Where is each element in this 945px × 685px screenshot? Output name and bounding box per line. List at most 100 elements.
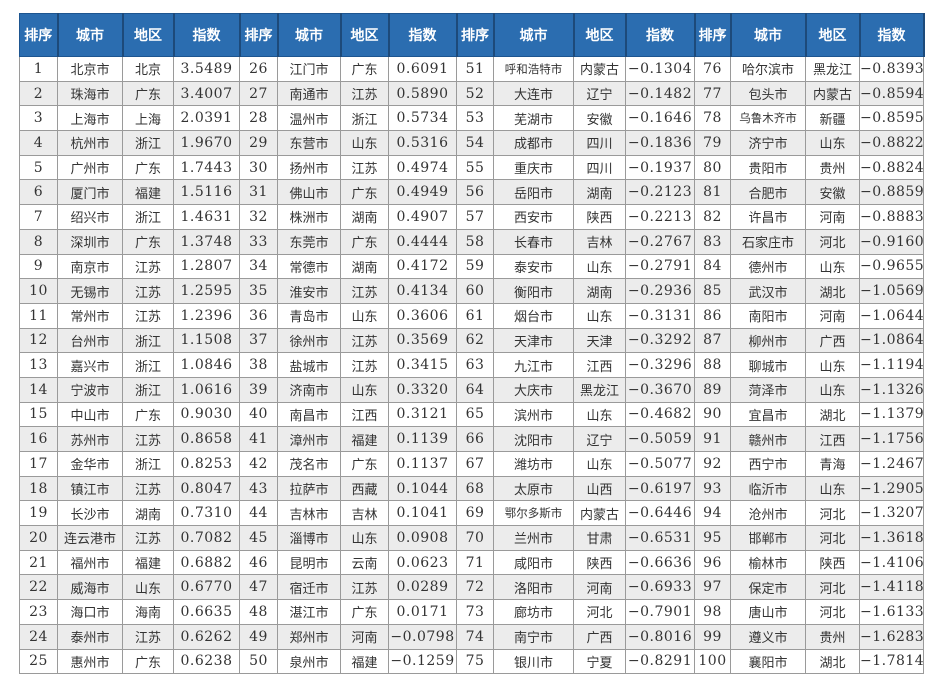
cell-region: 新疆 bbox=[805, 105, 860, 132]
cell-index: 1.0846 bbox=[173, 352, 240, 378]
cell-index: 2.0391 bbox=[173, 105, 240, 132]
cell-index: 0.1139 bbox=[388, 426, 457, 452]
cell-rank: 46 bbox=[239, 549, 278, 576]
cell-region: 广西 bbox=[805, 327, 860, 354]
cell-region: 江苏 bbox=[122, 525, 174, 551]
cell-index: −1.0864 bbox=[859, 327, 924, 354]
cell-region: 黑龙江 bbox=[805, 56, 860, 82]
cell-index: −0.8595 bbox=[859, 105, 924, 132]
cell-rank: 25 bbox=[19, 648, 58, 675]
cell-rank: 63 bbox=[456, 352, 494, 378]
cell-rank: 94 bbox=[694, 500, 731, 527]
cell-city: 邯郸市 bbox=[730, 525, 806, 551]
cell-rank: 57 bbox=[456, 204, 494, 230]
cell-region: 山东 bbox=[340, 130, 389, 156]
cell-rank: 80 bbox=[694, 154, 731, 181]
cell-region: 江苏 bbox=[122, 278, 174, 304]
cell-city: 常州市 bbox=[57, 302, 123, 329]
cell-index: −0.6933 bbox=[625, 574, 695, 601]
cell-index: 0.6091 bbox=[388, 56, 457, 82]
cell-index: 0.6238 bbox=[173, 648, 240, 675]
cell-city: 南宁市 bbox=[493, 623, 574, 650]
cell-region: 湖南 bbox=[573, 179, 626, 206]
cell-rank: 8 bbox=[19, 228, 58, 255]
cell-index: 0.8658 bbox=[173, 426, 240, 452]
cell-index: −1.2467 bbox=[859, 451, 924, 477]
table-row: 1 北京市 北京 3.5489 26 江门市 广东 0.6091 51 呼和浩特市 内蒙古 −0.13… bbox=[19, 56, 924, 82]
cell-region: 福建 bbox=[122, 179, 174, 206]
table-row: 8 深圳市 广东 1.3748 33 东莞市 广东 0.4444 58 长春市 吉林 −0.2767 8… bbox=[19, 228, 924, 255]
cell-city: 昆明市 bbox=[277, 549, 341, 576]
cell-city: 上海市 bbox=[57, 105, 123, 132]
cell-index: 1.3748 bbox=[173, 228, 240, 255]
cell-rank: 89 bbox=[694, 376, 731, 403]
cell-rank: 13 bbox=[19, 352, 58, 378]
cell-index: −0.2123 bbox=[625, 179, 695, 206]
cell-rank: 23 bbox=[19, 599, 58, 625]
cell-region: 浙江 bbox=[122, 204, 174, 230]
cell-city: 太原市 bbox=[493, 475, 574, 502]
cell-rank: 50 bbox=[239, 648, 278, 675]
cell-rank: 93 bbox=[694, 475, 731, 502]
cell-city: 中山市 bbox=[57, 401, 123, 428]
cell-city: 长沙市 bbox=[57, 500, 123, 527]
cell-region: 陕西 bbox=[805, 549, 860, 576]
cell-rank: 47 bbox=[239, 574, 278, 601]
table-row: 6 厦门市 福建 1.5116 31 佛山市 广东 0.4949 56 岳阳市 湖南 −0.2123 8… bbox=[19, 179, 924, 206]
table-row: 15 中山市 广东 0.9030 40 南昌市 江西 0.3121 65 滨州市 山东 −0.4682… bbox=[19, 401, 924, 428]
cell-index: 0.3320 bbox=[388, 376, 457, 403]
cell-region: 广东 bbox=[340, 56, 389, 82]
cell-rank: 49 bbox=[239, 623, 278, 650]
cell-rank: 58 bbox=[456, 228, 494, 255]
cell-city: 德州市 bbox=[730, 253, 806, 280]
cell-city: 重庆市 bbox=[493, 154, 574, 181]
cell-city: 榆林市 bbox=[730, 549, 806, 576]
cell-region: 陕西 bbox=[573, 549, 626, 576]
cell-index: 0.5316 bbox=[388, 130, 457, 156]
cell-region: 陕西 bbox=[573, 204, 626, 230]
cell-rank: 45 bbox=[239, 525, 278, 551]
cell-region: 山东 bbox=[805, 475, 860, 502]
cell-city: 沈阳市 bbox=[493, 426, 574, 452]
cell-index: −1.6133 bbox=[859, 599, 924, 625]
cell-index: 0.0289 bbox=[388, 574, 457, 601]
cell-region: 山东 bbox=[122, 574, 174, 601]
cell-index: −0.1836 bbox=[625, 130, 695, 156]
cell-city: 保定市 bbox=[730, 574, 806, 601]
cell-region: 辽宁 bbox=[573, 426, 626, 452]
table-row: 10 无锡市 江苏 1.2595 35 淮安市 江苏 0.4134 60 衡阳市 湖南 −0.2936… bbox=[19, 278, 924, 304]
cell-index: 0.0171 bbox=[388, 599, 457, 625]
cell-index: 0.4907 bbox=[388, 204, 457, 230]
cell-city: 许昌市 bbox=[730, 204, 806, 230]
cell-city: 武汉市 bbox=[730, 278, 806, 304]
cell-city: 贵阳市 bbox=[730, 154, 806, 181]
cell-index: −0.2791 bbox=[625, 253, 695, 280]
cell-rank: 68 bbox=[456, 475, 494, 502]
cell-index: −1.1756 bbox=[859, 426, 924, 452]
cell-rank: 19 bbox=[19, 500, 58, 527]
table-row: 7 绍兴市 浙江 1.4631 32 株洲市 湖南 0.4907 57 西安市 陕西 −0.2213 8… bbox=[19, 204, 924, 230]
cell-rank: 60 bbox=[456, 278, 494, 304]
cell-rank: 31 bbox=[239, 179, 278, 206]
cell-rank: 66 bbox=[456, 426, 494, 452]
header-region: 地区 bbox=[340, 13, 390, 57]
cell-index: −0.8883 bbox=[859, 204, 924, 230]
cell-rank: 75 bbox=[456, 648, 494, 675]
cell-index: 0.1041 bbox=[388, 500, 457, 527]
cell-region: 四川 bbox=[573, 130, 626, 156]
cell-index: −0.1937 bbox=[625, 154, 695, 181]
table-row: 17 金华市 浙江 0.8253 42 茂名市 广东 0.1137 67 潍坊市 山东 −0.5077… bbox=[19, 451, 924, 477]
cell-city: 温州市 bbox=[277, 105, 341, 132]
cell-rank: 20 bbox=[19, 525, 58, 551]
cell-city: 宁波市 bbox=[57, 376, 123, 403]
cell-index: 3.4007 bbox=[173, 80, 240, 107]
cell-region: 湖北 bbox=[805, 401, 860, 428]
cell-index: −0.1304 bbox=[625, 56, 695, 82]
cell-index: −0.1646 bbox=[625, 105, 695, 132]
cell-index: −1.0569 bbox=[859, 278, 924, 304]
cell-city: 深圳市 bbox=[57, 228, 123, 255]
cell-rank: 97 bbox=[694, 574, 731, 601]
cell-index: −1.0644 bbox=[859, 302, 924, 329]
cell-city: 茂名市 bbox=[277, 451, 341, 477]
cell-rank: 17 bbox=[19, 451, 58, 477]
